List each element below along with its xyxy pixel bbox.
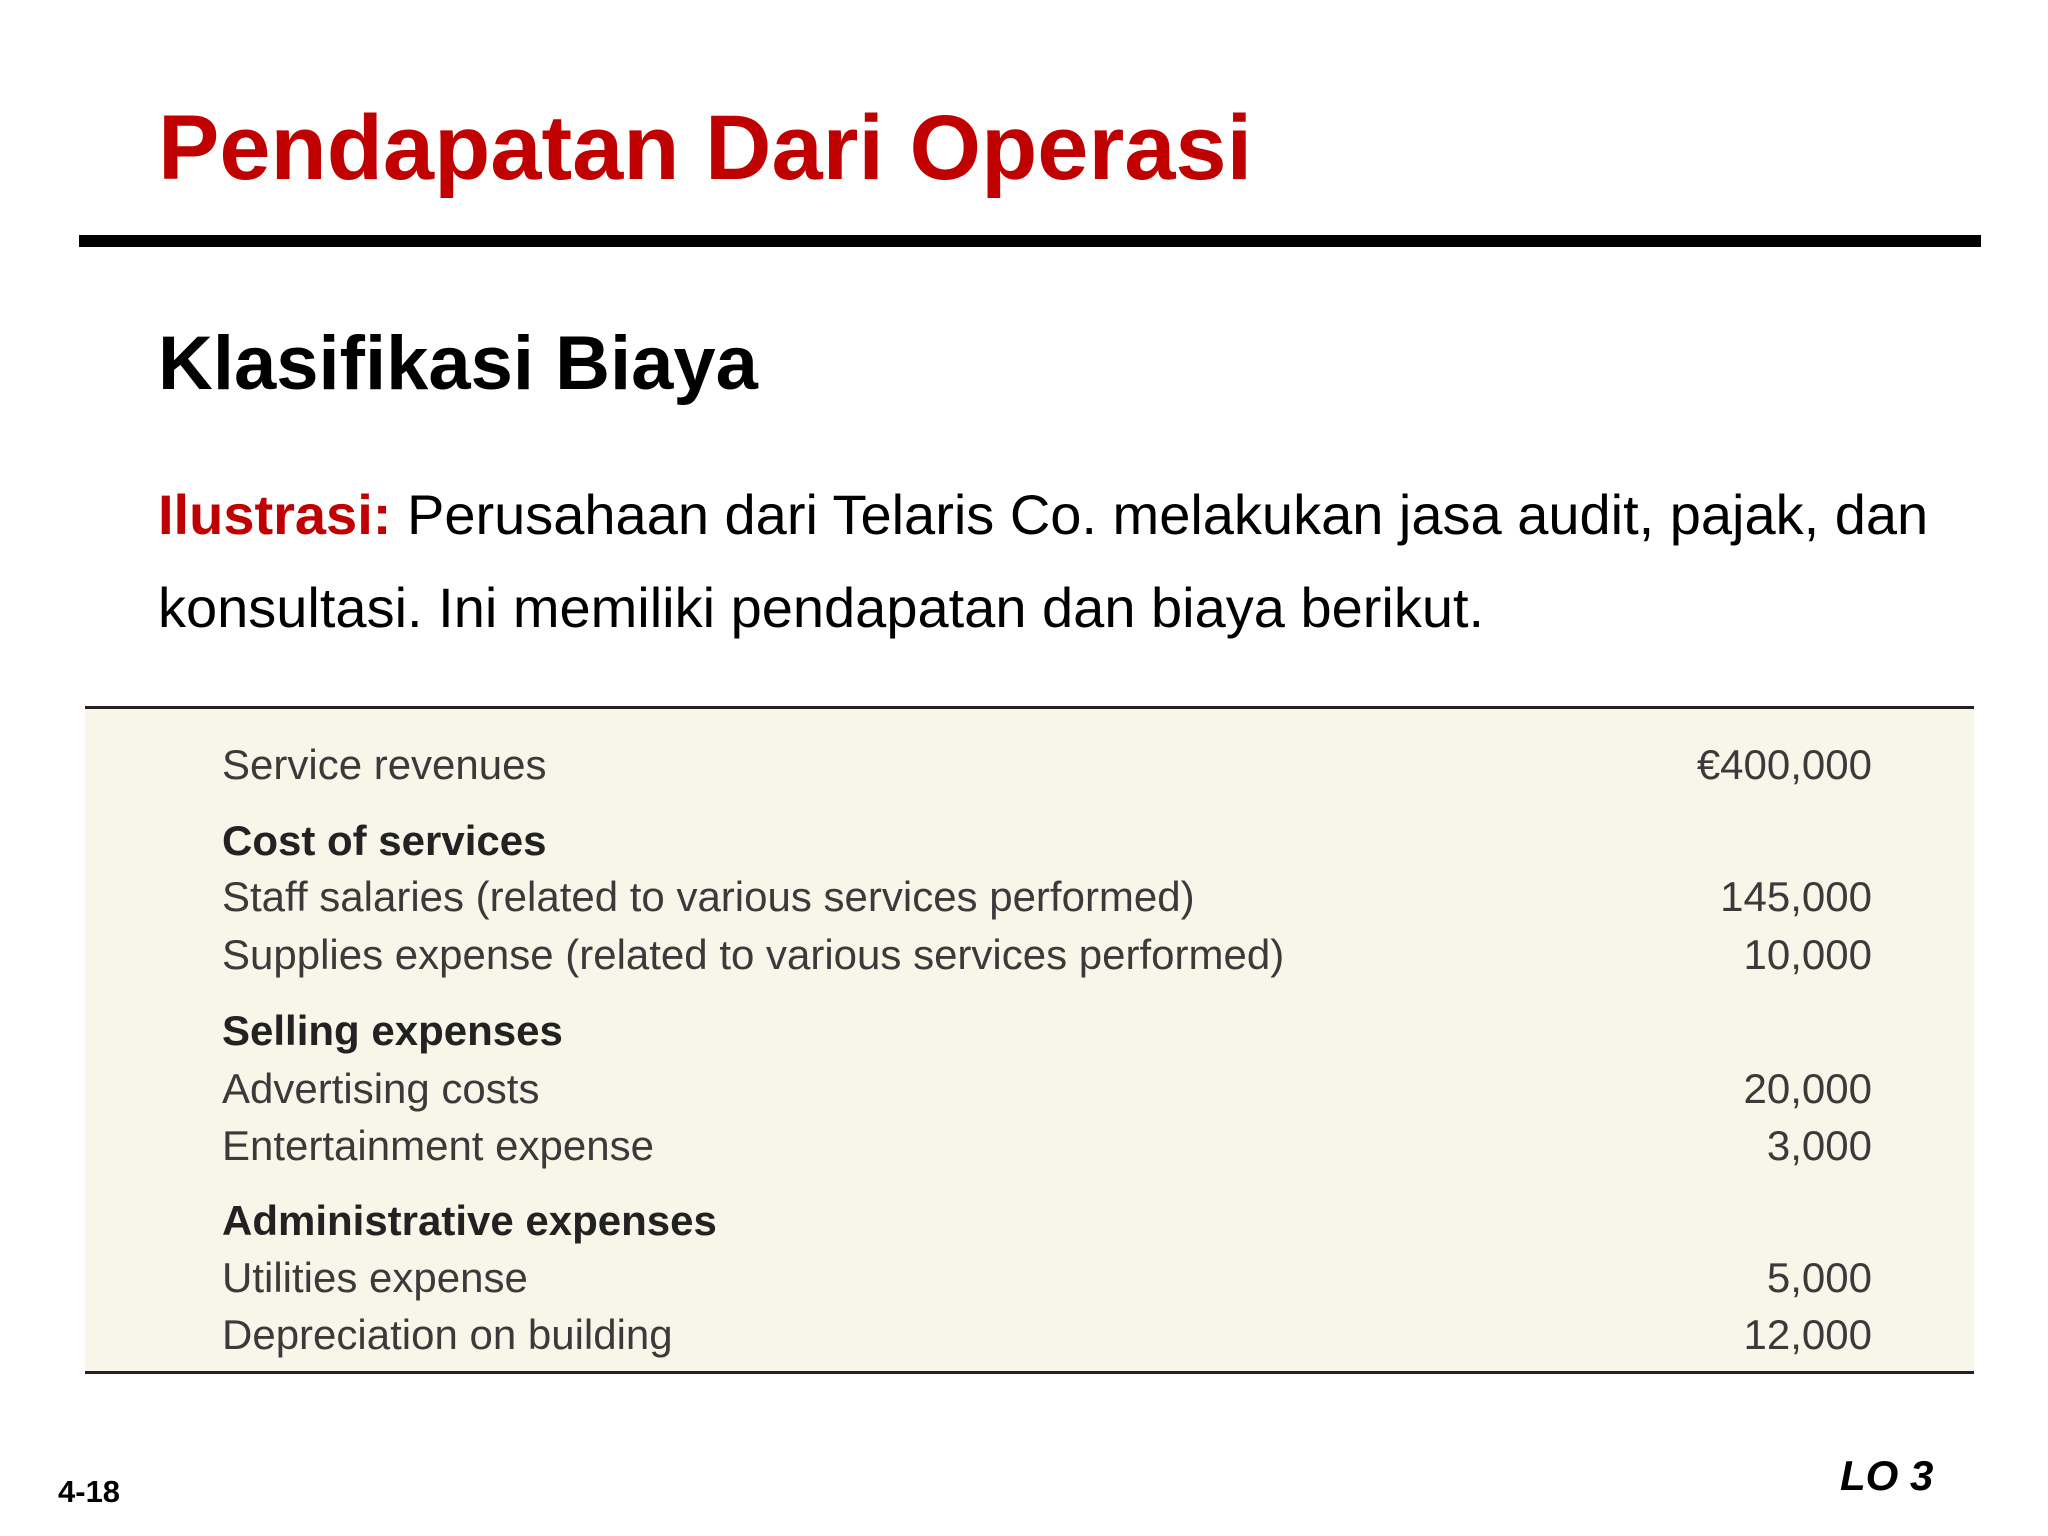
table-section-header: Selling expenses [222,1003,1872,1059]
income-table: Service revenues €400,000 Cost of servic… [85,706,1974,1374]
slide-title: Pendapatan Dari Operasi [158,97,1253,199]
page-number: 4-18 [58,1474,121,1509]
table-row: Depreciation on building 12,000 [222,1307,1872,1363]
row-label: Depreciation on building [222,1311,673,1358]
title-divider [79,235,1981,247]
slide-subtitle: Klasifikasi Biaya [158,321,758,406]
table-row: Entertainment expense 3,000 [222,1118,1872,1174]
row-amount: 10,000 [1743,931,1872,978]
table-row: Service revenues €400,000 [222,737,1872,793]
table-section-header: Cost of services [222,813,1872,869]
row-label: Utilities expense [222,1254,528,1301]
row-amount: 5,000 [1766,1254,1872,1301]
row-amount: 12,000 [1743,1311,1872,1358]
row-amount: 145,000 [1720,873,1872,920]
row-amount: €400,000 [1696,741,1872,788]
table-row: Advertising costs 20,000 [222,1061,1872,1117]
table-row: Supplies expense (related to various ser… [222,927,1872,983]
row-label: Staff salaries (related to various servi… [222,873,1195,920]
row-label: Supplies expense (related to various ser… [222,931,1285,978]
row-label: Entertainment expense [222,1122,654,1169]
intro-text: Perusahaan dari Telaris Co. melakukan ja… [158,483,1929,639]
table-section-header: Administrative expenses [222,1193,1872,1249]
learning-objective-label: LO 3 [1840,1452,1934,1499]
row-amount: 20,000 [1743,1065,1872,1112]
section-label: Administrative expenses [222,1197,717,1244]
row-label: Service revenues [222,741,547,788]
intro-lead: Ilustrasi: [158,483,392,546]
row-label: Advertising costs [222,1065,540,1112]
intro-paragraph: Ilustrasi: Perusahaan dari Telaris Co. m… [158,468,1958,654]
table-row: Utilities expense 5,000 [222,1250,1872,1306]
table-row: Staff salaries (related to various servi… [222,869,1872,925]
row-amount: 3,000 [1766,1122,1872,1169]
section-label: Selling expenses [222,1007,563,1054]
section-label: Cost of services [222,817,547,864]
